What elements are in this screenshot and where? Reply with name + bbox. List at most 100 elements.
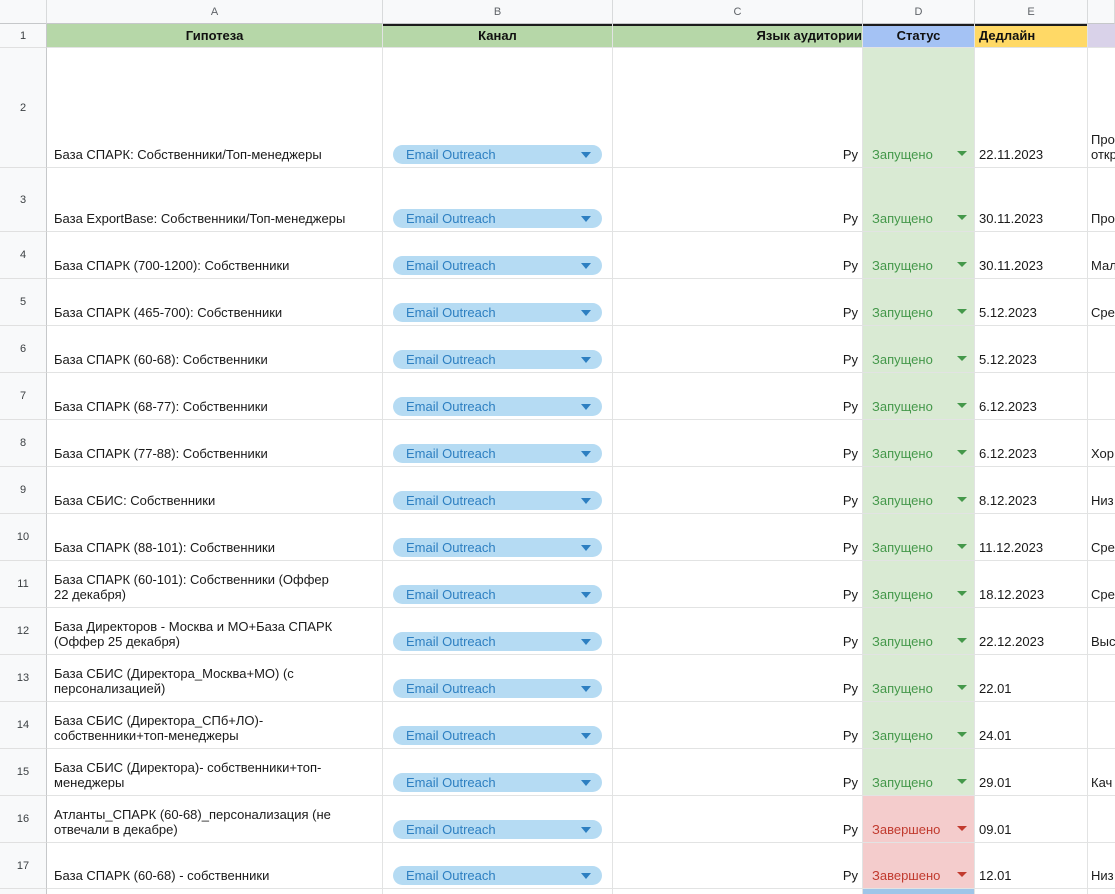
cell-note[interactable] <box>1088 889 1115 894</box>
row-header[interactable]: 16 <box>0 796 47 843</box>
cell-note[interactable]: Выс <box>1088 608 1115 655</box>
cell-hypothesis[interactable]: База СПАРК (68-77): Собственники <box>47 373 383 420</box>
cell-note[interactable]: Мал <box>1088 232 1115 279</box>
cell-hypothesis[interactable]: База СПАРК (88-101): Собственники <box>47 514 383 561</box>
cell-header-audience-language[interactable]: Язык аудитории <box>613 24 863 48</box>
row-header[interactable]: 8 <box>0 420 47 467</box>
cell-language[interactable]: Ру <box>613 326 863 373</box>
cell-note[interactable] <box>1088 702 1115 749</box>
cell-hypothesis[interactable]: База СПАРК (60-68): Собственники <box>47 326 383 373</box>
row-header[interactable]: 14 <box>0 702 47 749</box>
cell-channel[interactable]: Email Outreach <box>383 514 613 561</box>
row-header-18[interactable] <box>0 889 47 894</box>
row-header[interactable]: 5 <box>0 279 47 326</box>
cell-language[interactable]: Ру <box>613 561 863 608</box>
cell-language[interactable]: Ру <box>613 655 863 702</box>
cell-channel[interactable]: Email Outreach <box>383 749 613 796</box>
cell-hypothesis[interactable]: База СПАРК (700-1200): Собственники <box>47 232 383 279</box>
row-header[interactable]: 13 <box>0 655 47 702</box>
status-dropdown[interactable]: Запущено <box>863 514 975 561</box>
cell-note[interactable]: Низ <box>1088 843 1115 889</box>
cell-note[interactable]: Кач <box>1088 749 1115 796</box>
partial-status-cell[interactable] <box>863 889 975 894</box>
status-dropdown[interactable]: Запущено <box>863 655 975 702</box>
status-dropdown[interactable]: Запущено <box>863 279 975 326</box>
cell-channel[interactable]: Email Outreach <box>383 796 613 843</box>
cell-note[interactable]: Про откр <box>1088 48 1115 168</box>
cell-language[interactable]: Ру <box>613 48 863 168</box>
cell-deadline[interactable]: 12.01 <box>975 843 1088 889</box>
cell-hypothesis[interactable]: Атланты_СПАРК (60-68)_персонализация (не… <box>47 796 383 843</box>
column-header-c[interactable]: C <box>613 0 863 24</box>
column-header-a[interactable]: A <box>47 0 383 24</box>
cell-deadline[interactable]: 22.01 <box>975 655 1088 702</box>
cell-deadline[interactable]: 09.01 <box>975 796 1088 843</box>
status-dropdown[interactable]: Запущено <box>863 608 975 655</box>
cell-deadline[interactable] <box>975 889 1088 894</box>
cell-hypothesis[interactable]: База Директоров - Москва и МО+База СПАРК… <box>47 608 383 655</box>
cell-note[interactable]: Низ <box>1088 467 1115 514</box>
row-header[interactable]: 2 <box>0 48 47 168</box>
cell-language[interactable]: Ру <box>613 420 863 467</box>
cell-deadline[interactable]: 6.12.2023 <box>975 420 1088 467</box>
cell-deadline[interactable]: 11.12.2023 <box>975 514 1088 561</box>
cell-deadline[interactable]: 18.12.2023 <box>975 561 1088 608</box>
channel-dropdown-chip[interactable]: Email Outreach <box>393 866 602 885</box>
status-dropdown[interactable]: Запущено <box>863 749 975 796</box>
cell-channel[interactable]: Email Outreach <box>383 232 613 279</box>
row-header[interactable]: 12 <box>0 608 47 655</box>
cell-hypothesis[interactable]: База СБИС (Директора)- собственники+топ-… <box>47 749 383 796</box>
cell-deadline[interactable]: 5.12.2023 <box>975 279 1088 326</box>
cell-header-channel[interactable]: Канал <box>383 24 613 48</box>
cell-language[interactable] <box>613 889 863 894</box>
cell-header-note[interactable] <box>1088 24 1115 48</box>
status-dropdown[interactable]: Запущено <box>863 467 975 514</box>
channel-dropdown-chip[interactable]: Email Outreach <box>393 397 602 416</box>
cell-channel[interactable]: Email Outreach <box>383 326 613 373</box>
column-header-d[interactable]: D <box>863 0 975 24</box>
cell-channel[interactable]: Email Outreach <box>383 420 613 467</box>
status-dropdown[interactable]: Завершено <box>863 796 975 843</box>
row-header[interactable]: 9 <box>0 467 47 514</box>
channel-dropdown-chip[interactable]: Email Outreach <box>393 585 602 604</box>
status-dropdown[interactable]: Завершено <box>863 843 975 889</box>
row-header[interactable]: 11 <box>0 561 47 608</box>
row-header[interactable]: 17 <box>0 843 47 889</box>
cell-deadline[interactable]: 5.12.2023 <box>975 326 1088 373</box>
channel-dropdown-chip[interactable]: Email Outreach <box>393 444 602 463</box>
cell-language[interactable]: Ру <box>613 168 863 232</box>
channel-dropdown-chip[interactable]: Email Outreach <box>393 726 602 745</box>
status-dropdown[interactable]: Запущено <box>863 232 975 279</box>
channel-dropdown-chip[interactable]: Email Outreach <box>393 491 602 510</box>
cell-hypothesis[interactable]: База ExportBase: Собственники/Топ-менедж… <box>47 168 383 232</box>
cell-channel[interactable]: Email Outreach <box>383 48 613 168</box>
cell-hypothesis[interactable]: База СПАРК (77-88): Собственники <box>47 420 383 467</box>
row-header[interactable]: 6 <box>0 326 47 373</box>
status-dropdown[interactable]: Запущено <box>863 326 975 373</box>
cell-hypothesis[interactable]: База СПАРК (60-68) - собственники <box>47 843 383 889</box>
column-header-f[interactable] <box>1088 0 1115 24</box>
cell-language[interactable]: Ру <box>613 232 863 279</box>
channel-dropdown-chip[interactable]: Email Outreach <box>393 350 602 369</box>
cell-channel[interactable]: Email Outreach <box>383 655 613 702</box>
row-header[interactable]: 4 <box>0 232 47 279</box>
channel-dropdown-chip[interactable]: Email Outreach <box>393 209 602 228</box>
cell-language[interactable]: Ру <box>613 796 863 843</box>
cell-language[interactable]: Ру <box>613 373 863 420</box>
cell-note[interactable]: Сре <box>1088 561 1115 608</box>
channel-dropdown-chip[interactable]: Email Outreach <box>393 773 602 792</box>
channel-dropdown-chip[interactable]: Email Outreach <box>393 256 602 275</box>
status-dropdown[interactable]: Запущено <box>863 420 975 467</box>
cell-note[interactable] <box>1088 796 1115 843</box>
cell-note[interactable]: Сре <box>1088 514 1115 561</box>
cell-channel[interactable]: Email Outreach <box>383 279 613 326</box>
cell-channel[interactable]: Email Outreach <box>383 702 613 749</box>
channel-dropdown-chip[interactable]: Email Outreach <box>393 303 602 322</box>
channel-dropdown-chip[interactable]: Email Outreach <box>393 679 602 698</box>
channel-dropdown-chip[interactable]: Email Outreach <box>393 538 602 557</box>
cell-language[interactable]: Ру <box>613 514 863 561</box>
cell-language[interactable]: Ру <box>613 749 863 796</box>
row-header[interactable]: 7 <box>0 373 47 420</box>
channel-dropdown-chip[interactable]: Email Outreach <box>393 632 602 651</box>
cell-hypothesis[interactable]: База СПАРК: Собственники/Топ-менеджеры <box>47 48 383 168</box>
